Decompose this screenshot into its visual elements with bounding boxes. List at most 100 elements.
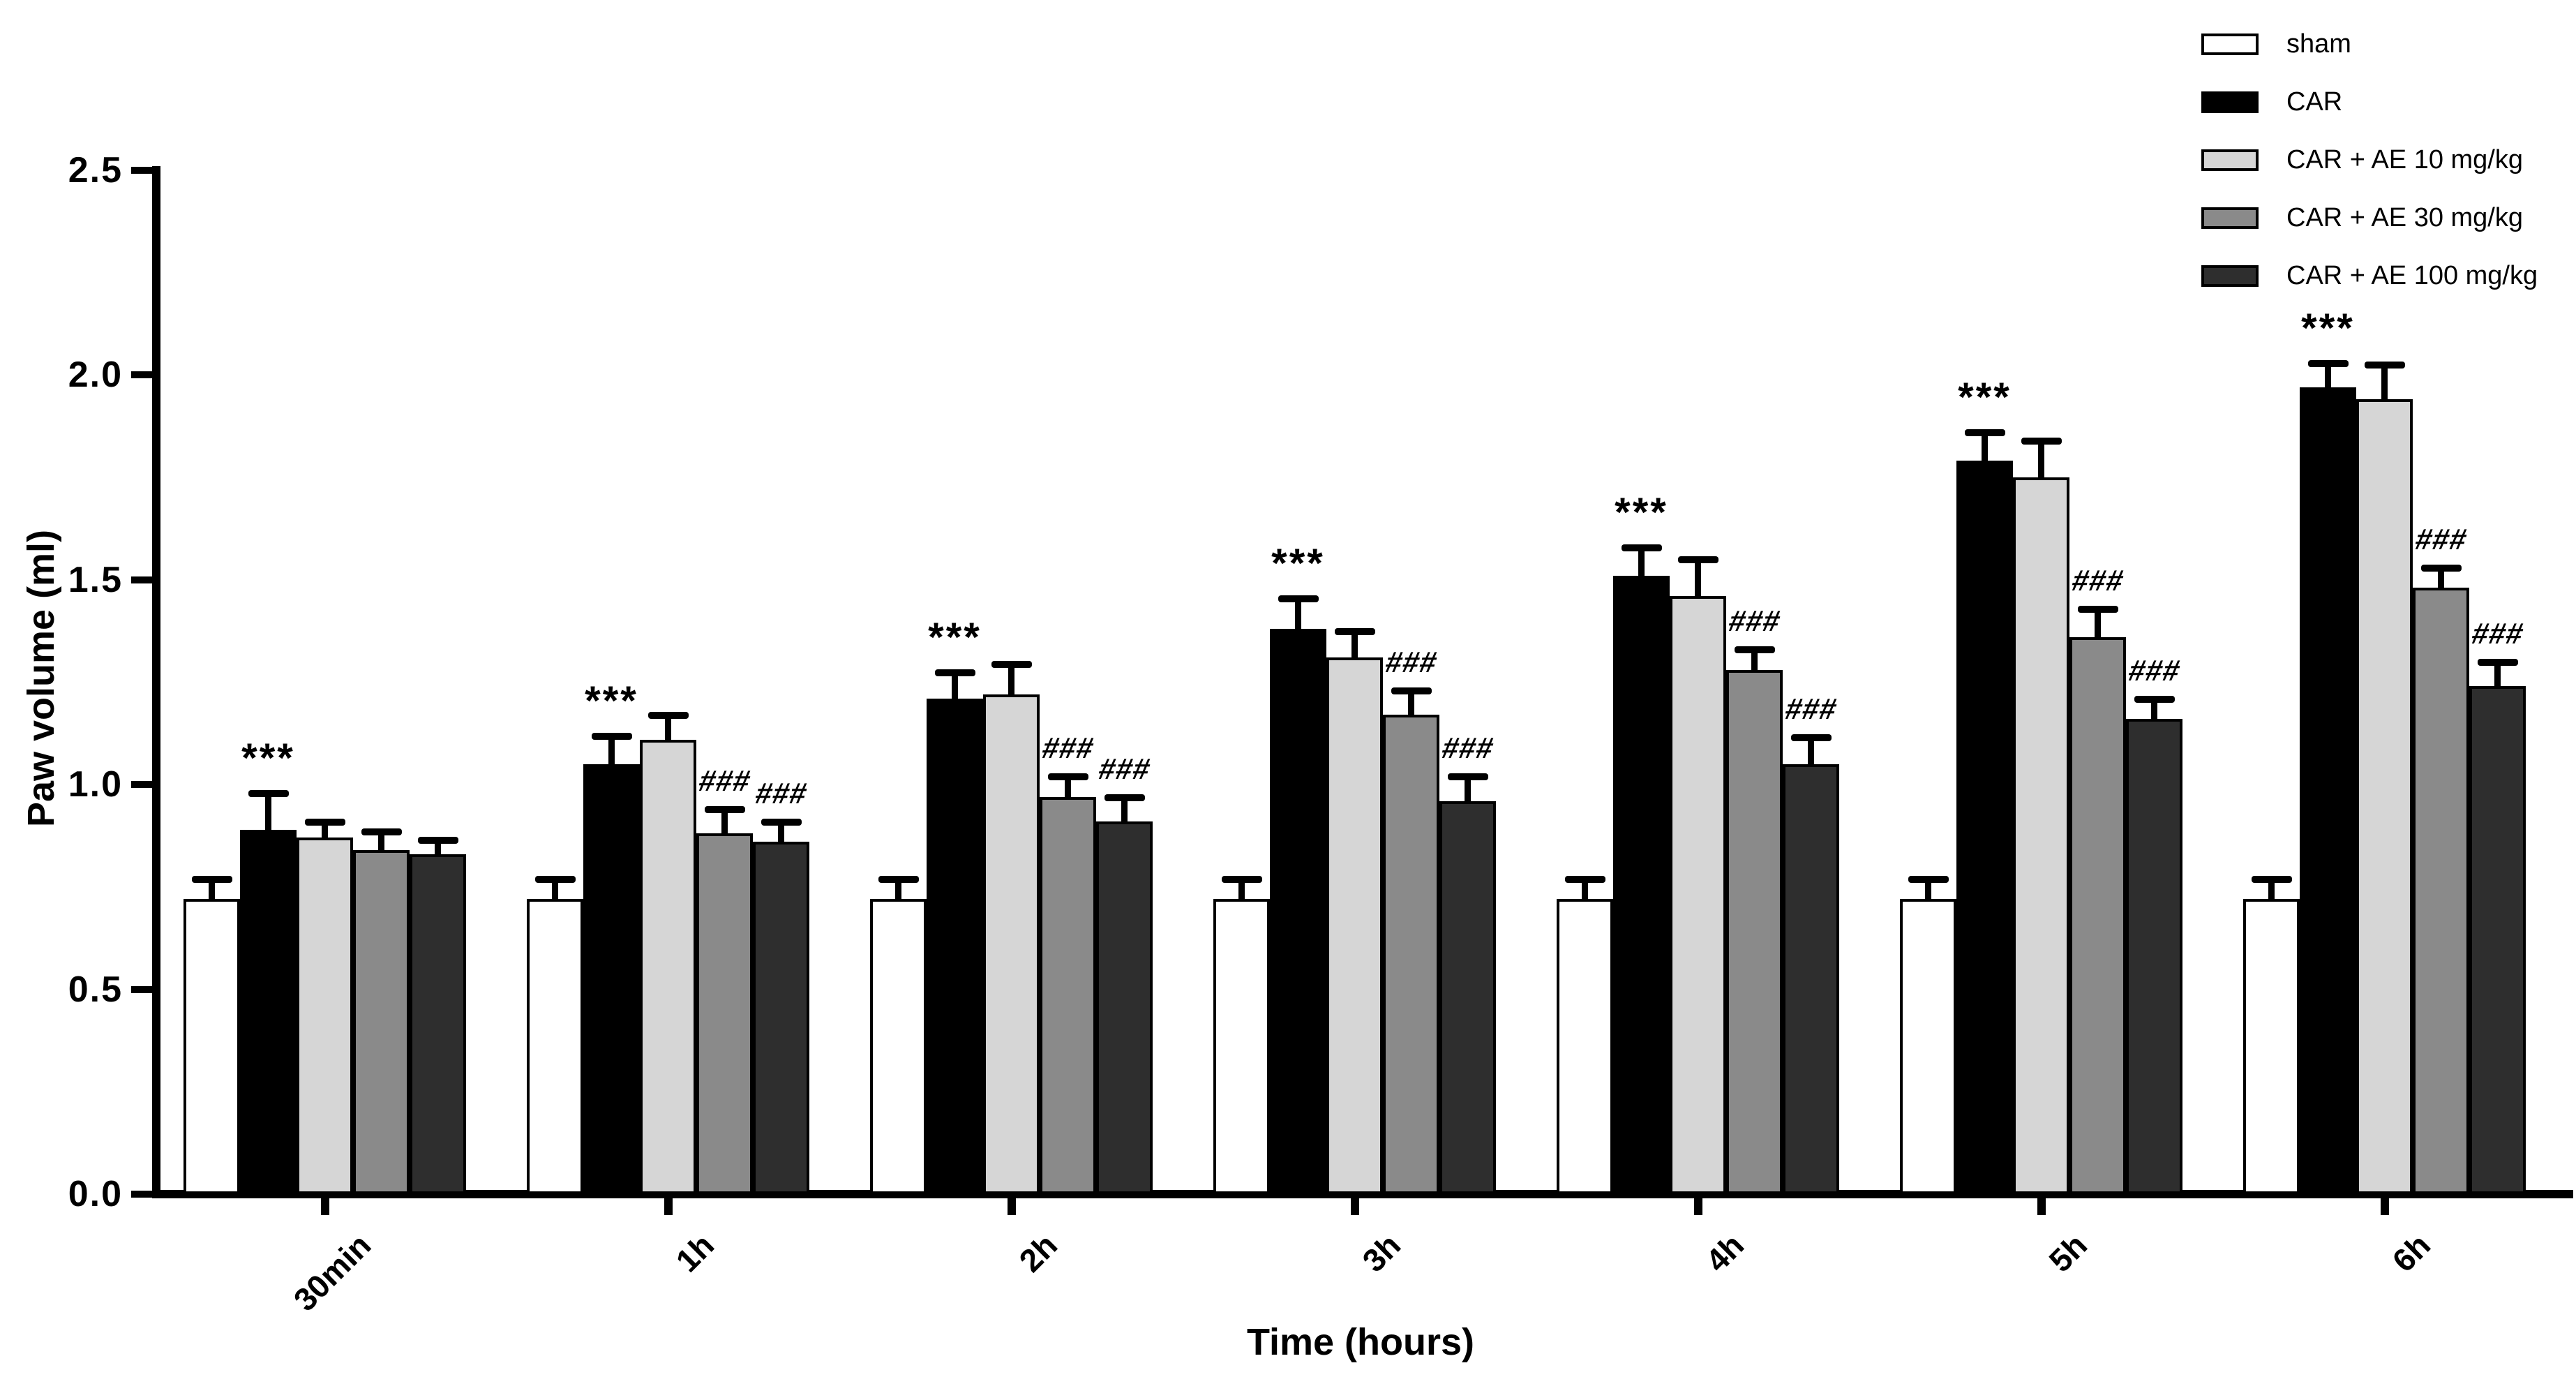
bar-car-ae-100-mg-kg-5h <box>2126 719 2182 1194</box>
significance-label: *** <box>1271 540 1325 586</box>
bar-car-ae-10-mg-kg-1h <box>640 739 696 1194</box>
error-bar-stem <box>2268 875 2275 901</box>
bar-car-ae-30-mg-kg-6h <box>2413 588 2469 1194</box>
error-bar-cap <box>1221 875 1262 883</box>
x-axis-tick <box>320 1198 329 1215</box>
error-bar-stem <box>378 828 384 851</box>
bar-car-3h <box>1270 629 1326 1194</box>
x-tick-label: 4h <box>1698 1226 1751 1279</box>
bar-sham-5h <box>1900 899 1956 1194</box>
significance-label: ### <box>2069 563 2127 597</box>
error-bar-cap <box>1334 627 1375 635</box>
legend-label: sham <box>2286 29 2351 59</box>
significance-label: ### <box>1039 731 1098 765</box>
error-bar-stem <box>2151 695 2157 721</box>
x-tick-label: 3h <box>1355 1226 1407 1279</box>
error-bar-cap <box>591 732 632 740</box>
error-bar-cap <box>1908 875 1949 883</box>
error-bar-cap <box>991 660 1032 668</box>
x-tick-label: 1h <box>668 1226 721 1279</box>
bar-car-ae-10-mg-kg-2h <box>983 694 1040 1194</box>
bar-sham-3h <box>1213 899 1270 1194</box>
legend-swatch-icon <box>2201 265 2259 287</box>
significance-label: ### <box>696 764 754 798</box>
bar-car-ae-100-mg-kg-6h <box>2469 686 2526 1194</box>
significance-label: ### <box>1382 645 1441 678</box>
error-bar-stem <box>2325 359 2331 389</box>
bar-sham-30min <box>184 899 240 1194</box>
error-bar-cap <box>304 818 345 826</box>
error-bar-cap <box>2251 875 2292 883</box>
legend-swatch-icon <box>2201 149 2259 171</box>
x-tick-label: 2h <box>1012 1226 1064 1279</box>
error-bar-cap <box>1964 429 2005 437</box>
error-bar-stem <box>2038 438 2044 479</box>
error-bar-stem <box>778 818 784 844</box>
x-tick-label: 5h <box>2042 1226 2094 1279</box>
error-bar-cap <box>417 837 458 844</box>
x-axis-tick <box>1350 1198 1359 1215</box>
significance-label: ### <box>2469 616 2527 650</box>
error-bar-cap <box>1564 875 1605 883</box>
error-bar-stem <box>1065 773 1071 798</box>
error-bar-cap <box>191 875 232 883</box>
error-bar-stem <box>2438 564 2444 590</box>
bar-sham-2h <box>870 899 927 1194</box>
x-axis-tick <box>1693 1198 1702 1215</box>
bar-car-ae-10-mg-kg-6h <box>2356 399 2413 1194</box>
significance-label: ### <box>1095 752 1154 785</box>
error-bar-stem <box>265 789 271 831</box>
error-bar-cap <box>2077 605 2118 613</box>
y-axis-tick <box>131 167 152 174</box>
significance-label: *** <box>2301 305 2355 351</box>
error-bar-stem <box>2095 605 2101 639</box>
error-bar-stem <box>1238 875 1245 901</box>
error-bar-stem <box>1408 687 1414 717</box>
error-bar-stem <box>209 875 215 901</box>
x-axis-tick <box>664 1198 673 1215</box>
error-bar-stem <box>2381 362 2388 401</box>
legend-label: CAR + AE 10 mg/kg <box>2286 144 2523 174</box>
error-bar-cap <box>534 875 576 883</box>
error-bar-stem <box>721 806 728 835</box>
error-bar-stem <box>665 712 671 741</box>
y-axis-tick <box>131 371 152 379</box>
legend-row: CAR + AE 100 mg/kg <box>2201 260 2538 292</box>
significance-label: *** <box>585 678 638 724</box>
bar-car-ae-30-mg-kg-3h <box>1383 715 1439 1194</box>
bar-car-ae-30-mg-kg-4h <box>1726 669 1783 1194</box>
bar-car-2h <box>927 698 983 1194</box>
error-bar-cap <box>1104 794 1145 801</box>
y-axis-tick <box>131 985 152 993</box>
x-tick-label: 30min <box>286 1226 377 1318</box>
bar-car-ae-100-mg-kg-1h <box>753 842 809 1194</box>
error-bar-cap <box>761 818 802 826</box>
error-bar-cap <box>2420 564 2462 572</box>
error-bar-stem <box>1982 429 1988 463</box>
error-bar-cap <box>1734 646 1775 654</box>
error-bar-cap <box>934 669 975 676</box>
significance-label: *** <box>1958 375 2012 421</box>
error-bar-cap <box>1447 773 1488 781</box>
error-bar-stem <box>895 875 901 901</box>
legend-swatch-icon <box>2201 33 2259 55</box>
error-bar-cap <box>878 875 919 883</box>
error-bar-stem <box>1582 875 1588 901</box>
error-bar-cap <box>2021 438 2062 445</box>
legend-label: CAR + AE 100 mg/kg <box>2286 260 2538 290</box>
significance-label: *** <box>1615 489 1668 535</box>
error-bar-stem <box>608 732 615 766</box>
legend-label: CAR + AE 30 mg/kg <box>2286 202 2523 232</box>
error-bar-stem <box>2494 658 2501 688</box>
bar-car-30min <box>240 829 297 1194</box>
error-bar-cap <box>647 712 689 720</box>
bar-car-ae-10-mg-kg-3h <box>1326 657 1383 1194</box>
x-axis-tick <box>1007 1198 1016 1215</box>
bar-car-ae-100-mg-kg-2h <box>1096 821 1153 1194</box>
significance-label: *** <box>928 614 982 660</box>
x-axis-title: Time (hours) <box>1246 1321 1475 1363</box>
significance-label: ### <box>752 776 811 810</box>
bar-car-ae-30-mg-kg-5h <box>2069 637 2126 1194</box>
error-bar-cap <box>2477 658 2518 666</box>
